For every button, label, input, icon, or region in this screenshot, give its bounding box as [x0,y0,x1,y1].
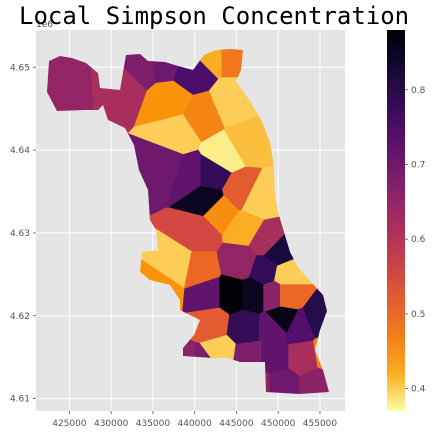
map-region [265,306,299,334]
y-tick-label: 4.63 [10,229,30,239]
colorbar-tick-label: 0.5 [411,310,425,320]
y-axis-offset-label: 1e6 [36,20,53,30]
y-tick-label: 4.62 [10,312,30,322]
map-region [263,280,281,312]
colorbar-ticks: 0.4 0.5 0.6 0.7 0.8 [405,86,426,395]
map-region [242,277,264,315]
x-tick-label: 450000 [261,419,296,429]
x-tick-label: 430000 [94,419,129,429]
colorbar-tick-label: 0.7 [411,160,425,170]
colorbar [387,30,405,411]
x-axis: 425000 430000 435000 440000 445000 450000 4550… [52,411,337,429]
y-tick-label: 4.65 [10,63,30,73]
map-region [226,309,260,345]
y-tick-label: 4.64 [10,146,30,156]
chart-title: Local Simpson Concentration [19,2,409,30]
map-region [219,274,243,316]
map-region [261,342,289,375]
y-tick-label: 4.61 [10,395,30,405]
colorbar-tick-label: 0.6 [411,235,426,245]
y-axis: 4.61 4.62 4.63 4.64 4.65 [10,63,36,405]
colorbar-tick-label: 0.4 [411,385,426,395]
x-tick-label: 445000 [219,419,254,429]
x-tick-label: 435000 [136,419,171,429]
x-tick-label: 455000 [303,419,338,429]
x-tick-label: 440000 [177,419,212,429]
colorbar-tick-label: 0.8 [411,86,426,96]
x-tick-label: 425000 [52,419,87,429]
map-region [298,367,329,394]
